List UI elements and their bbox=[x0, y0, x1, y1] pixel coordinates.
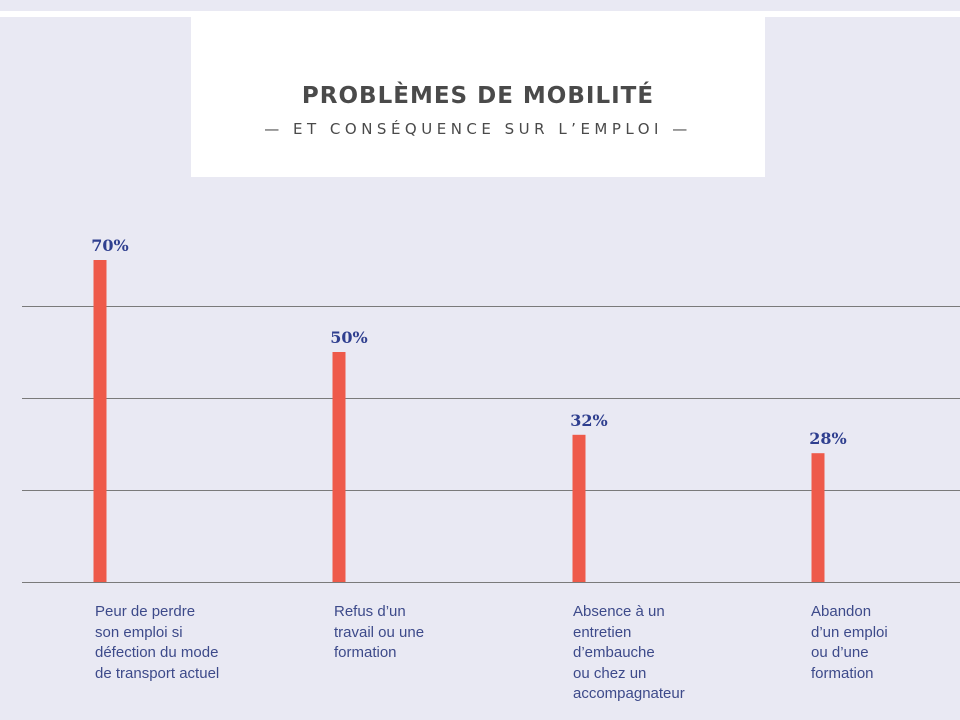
bar-3 bbox=[572, 434, 586, 582]
category-label-4: Abandon d’un emploi ou d’une formation bbox=[811, 603, 888, 682]
bar-1 bbox=[93, 260, 107, 582]
category-label-1: Peur de perdre son emploi si défection d… bbox=[95, 603, 220, 682]
value-label-3: 32% bbox=[570, 411, 607, 430]
chart-subtitle: — ET CONSÉQUENCE SUR L’EMPLOI — bbox=[264, 120, 692, 138]
bar-4 bbox=[811, 453, 825, 582]
title-box: PROBLÈMES DE MOBILITÉ — ET CONSÉQUENCE S… bbox=[191, 17, 765, 177]
bar-2 bbox=[332, 352, 346, 582]
chart-title: PROBLÈMES DE MOBILITÉ bbox=[301, 83, 655, 109]
category-label-3: Absence à un entretien d’embauche ou che… bbox=[573, 603, 685, 702]
value-label-1: 70% bbox=[91, 236, 128, 255]
top-white-strip bbox=[0, 11, 960, 17]
value-label-2: 50% bbox=[330, 328, 367, 347]
value-label-4: 28% bbox=[809, 429, 846, 448]
category-label-2: Refus d’un travail ou une formation bbox=[334, 603, 425, 661]
